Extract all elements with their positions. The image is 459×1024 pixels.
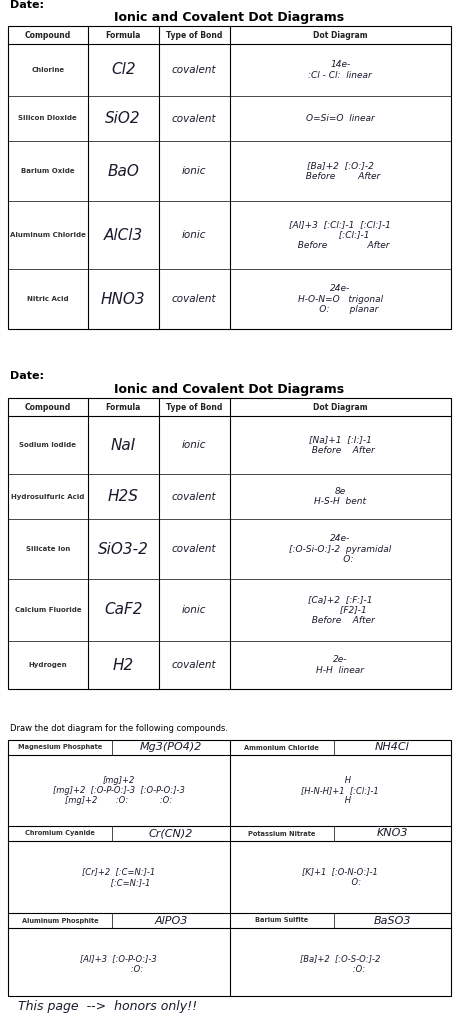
Text: Date:: Date: (10, 0, 44, 10)
Text: AlPO3: AlPO3 (154, 915, 187, 926)
Text: ionic: ionic (182, 605, 206, 615)
Text: Nitric Acid: Nitric Acid (27, 296, 69, 302)
Text: Formula: Formula (106, 402, 141, 412)
Text: Compound: Compound (25, 31, 71, 40)
Bar (8, 398, 451, 689)
Text: [Ba]+2  [:O-S-O:]-2
              :O:: [Ba]+2 [:O-S-O:]-2 :O: (300, 954, 381, 974)
Text: 24e-
H-O-N=O   trigonal
      O:       planar: 24e- H-O-N=O trigonal O: planar (298, 284, 383, 314)
Text: H2: H2 (112, 657, 134, 673)
Text: NaI: NaI (111, 437, 136, 453)
Text: Mg3(PO4)2: Mg3(PO4)2 (140, 742, 202, 753)
Text: O=Si=O  linear: O=Si=O linear (306, 114, 375, 123)
Text: covalent: covalent (172, 492, 216, 502)
Text: Draw the dot diagram for the following compounds.: Draw the dot diagram for the following c… (10, 724, 228, 733)
Text: Cl2: Cl2 (111, 62, 135, 78)
Text: KNO3: KNO3 (376, 828, 408, 839)
Text: Ionic and Covalent Dot Diagrams: Ionic and Covalent Dot Diagrams (114, 10, 344, 24)
Text: Cr(CN)2: Cr(CN)2 (149, 828, 193, 839)
Text: Silicon Dioxide: Silicon Dioxide (18, 116, 77, 122)
Text: H
[H-N-H]+1  [:Cl:]-1
      H: H [H-N-H]+1 [:Cl:]-1 H (302, 775, 379, 806)
Text: Dot Diagram: Dot Diagram (313, 402, 368, 412)
Text: This page  -->  honors only!!: This page --> honors only!! (18, 1000, 197, 1013)
Text: covalent: covalent (172, 660, 216, 670)
Text: [Ca]+2  [:F:]-1
         [F2]-1
  Before    After: [Ca]+2 [:F:]-1 [F2]-1 Before After (306, 595, 375, 625)
Text: Hydrogen: Hydrogen (28, 662, 67, 668)
Text: ionic: ionic (182, 230, 206, 240)
Text: [Cr]+2  [:C=N:]-1
         [:C=N:]-1: [Cr]+2 [:C=N:]-1 [:C=N:]-1 (82, 867, 156, 887)
Text: 14e-
:Cl - Cl:  linear: 14e- :Cl - Cl: linear (308, 60, 372, 80)
Text: covalent: covalent (172, 114, 216, 124)
Text: [mg]+2
[mg]+2  [:O-P-O:]-3  [:O-P-O:]-3
[mg]+2       :O:            :O:: [mg]+2 [mg]+2 [:O-P-O:]-3 [:O-P-O:]-3 [m… (53, 775, 185, 806)
Text: [Na]+1  [:I:]-1
  Before    After: [Na]+1 [:I:]-1 Before After (306, 435, 375, 455)
Text: AlCl3: AlCl3 (104, 227, 143, 243)
Text: covalent: covalent (172, 544, 216, 554)
Text: Dot Diagram: Dot Diagram (313, 31, 368, 40)
Text: Barium Oxide: Barium Oxide (21, 168, 75, 174)
Text: Sodium Iodide: Sodium Iodide (19, 442, 76, 449)
Text: covalent: covalent (172, 65, 216, 75)
Text: Compound: Compound (25, 402, 71, 412)
Text: Potassium Nitrate: Potassium Nitrate (248, 830, 315, 837)
Text: Silicate Ion: Silicate Ion (26, 546, 70, 552)
Text: 2e-
H-H  linear: 2e- H-H linear (316, 655, 364, 675)
Text: BaSO3: BaSO3 (374, 915, 411, 926)
Text: [Al]+3  [:O-P-O:]-3
              :O:: [Al]+3 [:O-P-O:]-3 :O: (80, 954, 157, 974)
Text: SiO2: SiO2 (106, 111, 141, 126)
Text: BaO: BaO (107, 164, 139, 178)
Text: ionic: ionic (182, 440, 206, 450)
Text: 8e
H-S-H  bent: 8e H-S-H bent (314, 486, 366, 506)
Text: [Ba]+2  [:O:]-2
  Before        After: [Ba]+2 [:O:]-2 Before After (300, 162, 381, 180)
Text: CaF2: CaF2 (104, 602, 142, 617)
Text: Type of Bond: Type of Bond (166, 402, 222, 412)
Text: Aluminum Chloride: Aluminum Chloride (10, 232, 86, 238)
Text: Chlorine: Chlorine (31, 67, 64, 73)
Text: Aluminum Phosphite: Aluminum Phosphite (22, 918, 98, 924)
Text: [K]+1  [:O-N-O:]-1
            O:: [K]+1 [:O-N-O:]-1 O: (302, 867, 378, 887)
Text: Ammonium Chloride: Ammonium Chloride (244, 744, 319, 751)
Text: Magnesium Phosphate: Magnesium Phosphate (18, 744, 102, 751)
Text: Barium Sulfite: Barium Sulfite (255, 918, 308, 924)
Text: H2S: H2S (108, 489, 139, 504)
Text: Ionic and Covalent Dot Diagrams: Ionic and Covalent Dot Diagrams (114, 383, 344, 395)
Text: Type of Bond: Type of Bond (166, 31, 222, 40)
Bar (8, 26, 451, 329)
Text: [Al]+3  [:Cl:]-1  [:Cl:]-1
          [:Cl:]-1
  Before              After: [Al]+3 [:Cl:]-1 [:Cl:]-1 [:Cl:]-1 Before… (289, 220, 391, 250)
Text: Date:: Date: (10, 371, 44, 381)
Text: covalent: covalent (172, 294, 216, 304)
Bar (8, 740, 451, 996)
Text: 24e-
[:O-Si-O:]-2  pyramidal
      O:: 24e- [:O-Si-O:]-2 pyramidal O: (289, 535, 392, 564)
Text: SiO3-2: SiO3-2 (98, 542, 149, 556)
Text: Formula: Formula (106, 31, 141, 40)
Text: NH4Cl: NH4Cl (375, 742, 410, 753)
Text: Calcium Fluoride: Calcium Fluoride (15, 607, 81, 613)
Text: ionic: ionic (182, 166, 206, 176)
Text: HNO3: HNO3 (101, 292, 146, 306)
Text: Hydrosulfuric Acid: Hydrosulfuric Acid (11, 494, 84, 500)
Text: Chromium Cyanide: Chromium Cyanide (25, 830, 95, 837)
